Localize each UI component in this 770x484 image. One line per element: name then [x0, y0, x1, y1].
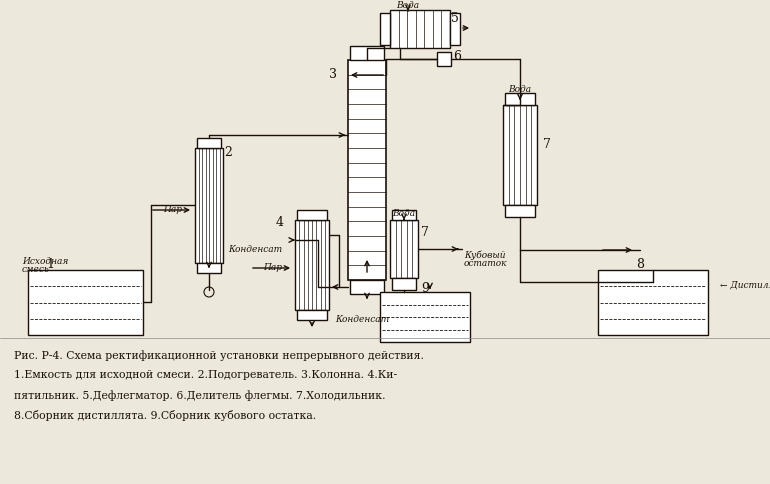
Bar	[295, 220, 329, 310]
Bar	[390, 220, 418, 278]
Bar	[197, 138, 221, 148]
Bar	[380, 292, 470, 342]
Text: Вода: Вода	[508, 86, 531, 94]
Text: 4: 4	[276, 215, 284, 228]
Bar	[28, 270, 143, 335]
Bar	[348, 60, 386, 280]
Text: Конденсат: Конденсат	[228, 245, 282, 255]
Text: 6: 6	[453, 50, 461, 63]
Text: смесь: смесь	[22, 266, 50, 274]
Bar	[380, 13, 390, 45]
Text: ← Дистиллят: ← Дистиллят	[720, 281, 770, 289]
Bar	[392, 210, 416, 220]
Bar	[503, 105, 537, 205]
Text: Исходная: Исходная	[22, 257, 69, 267]
Bar	[350, 280, 384, 294]
Bar	[390, 10, 450, 48]
Text: 1: 1	[46, 258, 54, 272]
Bar	[437, 52, 451, 66]
Text: остаток: остаток	[464, 258, 507, 268]
Text: 8: 8	[636, 258, 644, 272]
Bar	[598, 270, 708, 335]
Text: Рис. Р-4. Схема ректификационной установки непрерывного действия.: Рис. Р-4. Схема ректификационной установ…	[14, 350, 424, 361]
Text: пятильник. 5.Дефлегматор. 6.Делитель флегмы. 7.Холодильник.: пятильник. 5.Дефлегматор. 6.Делитель фле…	[14, 390, 386, 401]
Text: 3: 3	[329, 69, 337, 81]
Text: 7: 7	[543, 138, 551, 151]
Bar	[195, 148, 223, 263]
Text: Конденсат: Конденсат	[335, 316, 389, 324]
Text: Вода: Вода	[397, 0, 420, 10]
Bar	[350, 46, 384, 60]
Bar	[297, 310, 327, 320]
Text: 1.Емкость для исходной смеси. 2.Подогреватель. 3.Колонна. 4.Ки-: 1.Емкость для исходной смеси. 2.Подогрев…	[14, 370, 397, 380]
Text: Пар: Пар	[263, 263, 282, 272]
Text: 9: 9	[421, 282, 429, 294]
Bar	[392, 278, 416, 290]
Bar	[450, 13, 460, 45]
Bar	[505, 205, 535, 217]
Bar	[297, 210, 327, 220]
Text: Вода: Вода	[393, 210, 416, 218]
Bar	[505, 93, 535, 105]
Text: 7: 7	[421, 226, 429, 239]
Text: 5: 5	[451, 12, 459, 25]
Text: 8.Сборник дистиллята. 9.Сборник кубового остатка.: 8.Сборник дистиллята. 9.Сборник кубового…	[14, 410, 316, 421]
Text: Пар: Пар	[163, 206, 182, 214]
Text: Кубовый: Кубовый	[464, 250, 505, 260]
Text: 2: 2	[224, 146, 232, 158]
Bar	[197, 263, 221, 273]
